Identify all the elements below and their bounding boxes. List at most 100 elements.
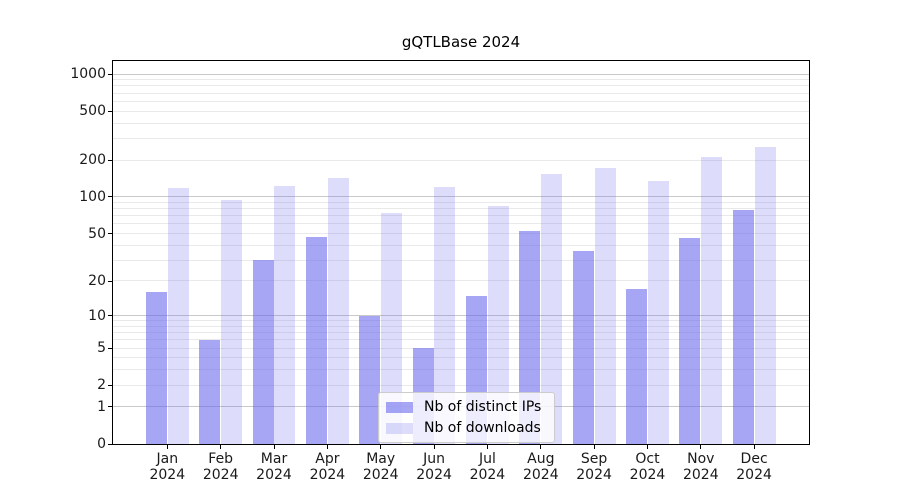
x-tick-label: Jun 2024 bbox=[416, 451, 452, 483]
legend-swatch-distinct-ips bbox=[386, 401, 413, 413]
gridline-minor bbox=[113, 85, 809, 87]
y-tick-mark bbox=[108, 384, 112, 386]
bar-distinct-ips bbox=[199, 339, 221, 444]
x-tick-mark bbox=[273, 445, 275, 449]
gridline-minor bbox=[113, 137, 809, 139]
gridline-minor bbox=[113, 369, 809, 371]
bar-downloads bbox=[541, 173, 563, 444]
bar-distinct-ips bbox=[359, 315, 381, 444]
y-tick-mark bbox=[108, 443, 112, 445]
y-tick-mark bbox=[108, 406, 112, 408]
x-tick-mark bbox=[433, 445, 435, 449]
gridline-minor bbox=[113, 100, 809, 102]
bar-distinct-ips bbox=[572, 250, 594, 444]
y-tick-mark bbox=[108, 315, 112, 317]
y-tick-label: 10 bbox=[88, 307, 106, 324]
y-tick-mark bbox=[108, 280, 112, 282]
bar-downloads bbox=[701, 156, 723, 444]
bar-downloads bbox=[327, 178, 349, 444]
gridline-minor bbox=[113, 357, 809, 359]
plot-area bbox=[112, 60, 810, 445]
y-tick-mark bbox=[108, 196, 112, 198]
bar-downloads bbox=[647, 180, 669, 444]
gridline-minor bbox=[113, 259, 809, 261]
y-tick-mark bbox=[108, 347, 112, 349]
y-tick-label: 5 bbox=[97, 340, 106, 357]
x-tick-label: Sep 2024 bbox=[576, 451, 612, 483]
gridline-minor bbox=[113, 223, 809, 225]
x-tick-mark bbox=[380, 445, 382, 449]
gridline-minor bbox=[113, 339, 809, 341]
x-tick-mark bbox=[486, 445, 488, 449]
gridline-minor bbox=[113, 325, 809, 327]
x-tick-label: Jul 2024 bbox=[469, 451, 506, 483]
x-tick-mark bbox=[166, 445, 168, 449]
x-tick-label: Apr 2024 bbox=[309, 451, 346, 483]
gridline-minor bbox=[113, 320, 809, 322]
legend: Nb of distinct IPs Nb of downloads bbox=[378, 392, 555, 443]
y-tick-label: 50 bbox=[88, 225, 106, 242]
gridline-major bbox=[113, 315, 809, 317]
y-tick-label: 0 bbox=[97, 436, 106, 452]
y-tick-label: 200 bbox=[79, 152, 106, 168]
legend-label-downloads: Nb of downloads bbox=[424, 420, 541, 436]
gridline-minor bbox=[113, 332, 809, 334]
y-tick-mark bbox=[108, 73, 112, 75]
y-tick-label: 1 bbox=[97, 398, 106, 415]
legend-label-distinct-ips: Nb of distinct IPs bbox=[424, 399, 542, 415]
x-tick-mark bbox=[593, 445, 595, 449]
y-tick-mark bbox=[108, 159, 112, 161]
bar-downloads bbox=[434, 186, 456, 444]
gridline-minor bbox=[113, 215, 809, 217]
x-tick-label: Aug 2024 bbox=[522, 451, 559, 483]
gridline-minor bbox=[113, 280, 809, 282]
gridline-minor bbox=[113, 92, 809, 94]
bar-distinct-ips bbox=[145, 292, 167, 444]
gridline-minor bbox=[113, 347, 809, 349]
bar-distinct-ips bbox=[306, 236, 327, 444]
bar-distinct-ips bbox=[679, 237, 701, 444]
bar-downloads bbox=[221, 199, 243, 444]
y-tick-label: 100 bbox=[79, 188, 106, 205]
gridline-minor bbox=[113, 232, 809, 234]
bar-distinct-ips bbox=[732, 210, 754, 444]
bar-downloads bbox=[274, 185, 296, 444]
x-tick-label: Nov 2024 bbox=[682, 451, 719, 483]
y-tick-label: 1000 bbox=[70, 66, 106, 82]
bar-downloads bbox=[381, 212, 403, 444]
legend-item-distinct-ips: Nb of distinct IPs bbox=[386, 398, 546, 416]
y-tick-label: 2 bbox=[97, 377, 106, 394]
gridline-minor bbox=[113, 122, 809, 124]
x-tick-label: Mar 2024 bbox=[256, 451, 292, 483]
gridline-minor bbox=[113, 384, 809, 386]
bar-distinct-ips bbox=[519, 231, 541, 444]
gridline-minor bbox=[113, 208, 809, 210]
x-tick-mark bbox=[647, 445, 648, 449]
bar-downloads bbox=[594, 168, 616, 444]
bar-downloads bbox=[167, 188, 189, 444]
chart-title: gQTLBase 2024 bbox=[401, 33, 521, 51]
bar-distinct-ips bbox=[252, 260, 274, 444]
gridline-major bbox=[113, 196, 809, 198]
x-tick-mark bbox=[326, 445, 328, 449]
y-tick-mark bbox=[108, 110, 112, 112]
gridline-minor bbox=[113, 110, 809, 112]
bar-distinct-ips bbox=[626, 289, 648, 444]
x-tick-mark bbox=[540, 445, 542, 449]
x-tick-label: May 2024 bbox=[362, 451, 399, 483]
x-tick-label: Oct 2024 bbox=[629, 451, 666, 483]
gridline-major bbox=[113, 73, 809, 75]
bar-downloads bbox=[754, 147, 776, 444]
gridline-minor bbox=[113, 79, 809, 81]
legend-swatch-downloads bbox=[386, 422, 413, 434]
x-tick-mark bbox=[753, 445, 755, 449]
legend-item-downloads: Nb of downloads bbox=[386, 419, 546, 437]
x-tick-mark bbox=[220, 445, 222, 449]
x-tick-label: Feb 2024 bbox=[202, 451, 239, 483]
gridline-minor bbox=[113, 159, 809, 161]
y-tick-mark bbox=[108, 233, 112, 234]
y-tick-label: 20 bbox=[88, 273, 106, 289]
y-tick-label: 500 bbox=[79, 103, 106, 120]
gridline-minor bbox=[113, 201, 809, 203]
